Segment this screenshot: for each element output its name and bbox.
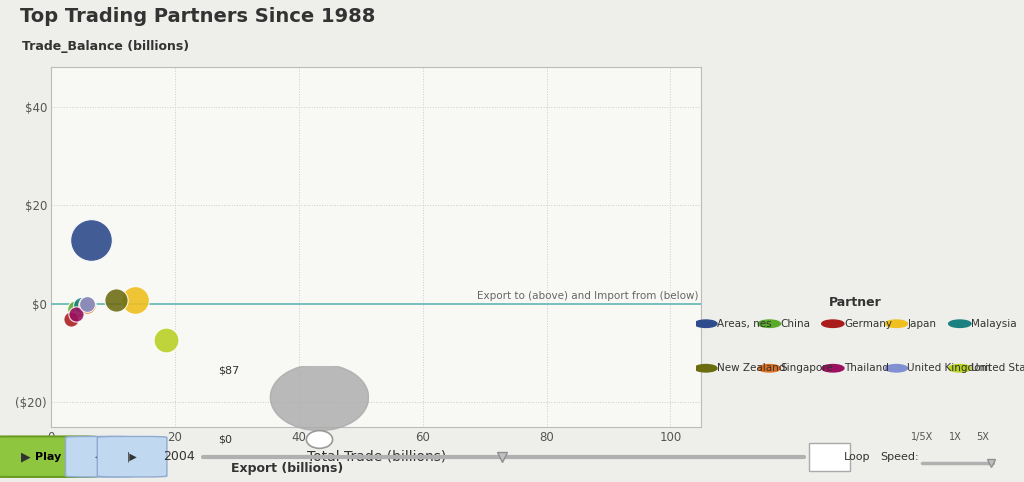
Text: $0: $0 <box>218 434 231 444</box>
Text: Malaysia: Malaysia <box>971 319 1017 329</box>
FancyBboxPatch shape <box>66 437 135 477</box>
Text: Thailand: Thailand <box>844 363 889 373</box>
Text: Germany: Germany <box>844 319 892 329</box>
Text: |▶: |▶ <box>127 452 137 462</box>
X-axis label: Total Trade (billions): Total Trade (billions) <box>307 449 445 463</box>
FancyBboxPatch shape <box>97 437 167 477</box>
Text: United Kingdom: United Kingdom <box>907 363 991 373</box>
Circle shape <box>694 320 717 327</box>
Circle shape <box>758 320 780 327</box>
Circle shape <box>821 364 844 372</box>
Text: Export to (above) and Import from (below): Export to (above) and Import from (below… <box>477 291 698 301</box>
Text: 2004: 2004 <box>163 450 195 463</box>
Point <box>158 336 174 344</box>
Text: China: China <box>780 319 810 329</box>
Circle shape <box>270 364 369 430</box>
FancyBboxPatch shape <box>809 442 850 471</box>
Point <box>68 306 84 313</box>
Text: Export (billions): Export (billions) <box>230 462 343 475</box>
Circle shape <box>885 364 907 372</box>
Text: 1/5X: 1/5X <box>910 432 933 442</box>
Text: Areas, nes: Areas, nes <box>717 319 771 329</box>
Text: United States: United States <box>971 363 1024 373</box>
Text: Partner: Partner <box>828 296 882 309</box>
Text: New Zealand: New Zealand <box>717 363 785 373</box>
Point <box>83 236 99 243</box>
Text: Trade_Balance (billions): Trade_Balance (billions) <box>22 40 189 53</box>
Circle shape <box>948 320 971 327</box>
Text: 1X: 1X <box>949 432 962 442</box>
Text: Top Trading Partners Since 1988: Top Trading Partners Since 1988 <box>20 7 376 26</box>
Circle shape <box>694 364 717 372</box>
Point <box>79 300 95 308</box>
Text: 5X: 5X <box>977 432 989 442</box>
FancyBboxPatch shape <box>0 437 98 477</box>
Point <box>109 296 125 304</box>
Point <box>62 316 79 323</box>
Point <box>68 310 84 318</box>
Text: Loop: Loop <box>844 452 870 462</box>
Text: $87: $87 <box>218 366 240 376</box>
Circle shape <box>758 364 780 372</box>
Point <box>79 301 95 309</box>
Text: ▶: ▶ <box>20 450 30 463</box>
Text: Speed:: Speed: <box>881 452 920 462</box>
Circle shape <box>306 430 333 448</box>
Circle shape <box>948 364 971 372</box>
Point <box>127 296 143 304</box>
Text: Japan: Japan <box>907 319 936 329</box>
Point <box>73 301 89 309</box>
Circle shape <box>885 320 907 327</box>
Circle shape <box>821 320 844 327</box>
Text: Singapore: Singapore <box>780 363 834 373</box>
Text: ◀|: ◀| <box>95 452 105 462</box>
Text: Play: Play <box>35 452 61 462</box>
